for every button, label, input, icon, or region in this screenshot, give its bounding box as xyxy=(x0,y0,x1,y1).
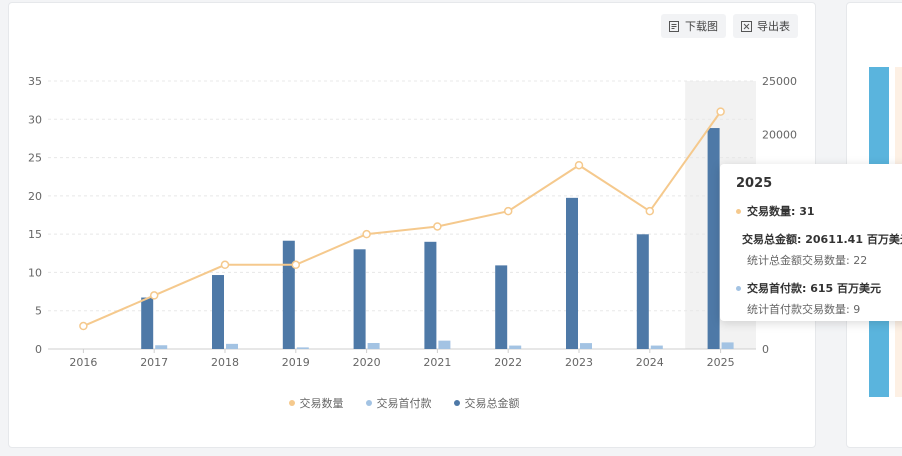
chart-legend: 交易数量 交易首付款 交易总金额 xyxy=(0,395,808,411)
bar-交易首付款-2019 xyxy=(296,347,309,349)
y-left-tick-label: 20 xyxy=(28,190,42,203)
chart-tooltip: 2025 交易数量: 31 交易总金额: 20611.41 百万美元 统计总金额… xyxy=(720,164,902,321)
legend-count-marker xyxy=(288,400,295,406)
export-table-button[interactable]: 导出表 xyxy=(733,14,798,38)
bar-交易总金额-2019 xyxy=(282,240,295,349)
tooltip-total-sub: 统计总金额交易数量: 22 xyxy=(747,254,868,267)
y-right-tick-label: 20000 xyxy=(762,129,797,142)
y-left-tick-label: 30 xyxy=(28,113,42,126)
x-tick-label: 2024 xyxy=(636,356,664,369)
bar-交易首付款-2018 xyxy=(226,343,238,349)
tooltip-down-row: 交易首付款: 615 百万美元 xyxy=(736,280,902,296)
legend-count-label: 交易数量 xyxy=(299,397,344,410)
tooltip-total-row: 交易总金额: 20611.41 百万美元 xyxy=(736,231,902,247)
x-tick-label: 2019 xyxy=(282,356,310,369)
line-point-2016 xyxy=(79,321,88,331)
x-tick-label: 2018 xyxy=(211,356,239,369)
bar-交易总金额-2020 xyxy=(353,249,366,349)
bar-交易首付款-2020 xyxy=(367,342,380,349)
y-right-tick-label: 25000 xyxy=(762,75,797,88)
tooltip-total-text: 交易总金额: 20611.41 百万美元 xyxy=(742,233,902,246)
line-point-2020 xyxy=(362,229,371,239)
tooltip-count-text: 交易数量: 31 xyxy=(747,205,815,218)
line-point-2023 xyxy=(574,160,584,170)
x-tick-label: 2016 xyxy=(69,356,97,369)
tooltip-down-marker xyxy=(736,285,741,291)
tooltip-down-text: 交易首付款: 615 百万美元 xyxy=(747,282,882,295)
y-left-tick-label: 35 xyxy=(28,75,42,88)
tooltip-count-marker xyxy=(736,208,741,214)
export-table-label: 导出表 xyxy=(757,20,790,33)
download-chart-button[interactable]: 下载图 xyxy=(661,14,726,38)
y-left-tick-label: 5 xyxy=(35,305,42,318)
x-tick-label: 2023 xyxy=(565,356,593,369)
y-right-tick-label: 0 xyxy=(762,343,769,356)
line-series-count xyxy=(83,111,722,327)
bar-交易首付款-2021 xyxy=(438,340,451,349)
bar-交易总金额-2018 xyxy=(212,275,224,349)
y-left-tick-label: 0 xyxy=(35,343,42,356)
legend-total-label: 交易总金额 xyxy=(464,397,520,410)
bar-交易总金额-2021 xyxy=(424,241,437,349)
bar-交易首付款-2023 xyxy=(580,343,592,349)
line-point-2021 xyxy=(433,222,442,231)
bar-交易总金额-2025 xyxy=(707,128,720,349)
bar-交易首付款-2024 xyxy=(650,345,663,349)
download-chart-label: 下载图 xyxy=(685,20,718,33)
line-point-2025 xyxy=(716,107,725,116)
x-tick-label: 2020 xyxy=(353,356,381,369)
bar-交易总金额-2024 xyxy=(636,234,649,349)
x-tick-label: 2021 xyxy=(423,356,451,369)
tooltip-count-row: 交易数量: 31 xyxy=(736,203,902,219)
legend-item-total[interactable]: 交易总金额 xyxy=(453,395,520,411)
x-tick-label: 2017 xyxy=(140,356,168,369)
y-left-tick-label: 25 xyxy=(28,152,42,165)
tooltip-down-sub: 统计首付款交易数量: 9 xyxy=(747,303,861,316)
document-icon xyxy=(669,20,679,32)
line-point-2022 xyxy=(503,206,513,216)
y-left-tick-label: 15 xyxy=(28,228,42,241)
bar-交易首付款-2025 xyxy=(721,342,734,349)
line-point-2019 xyxy=(291,260,301,270)
legend-item-down-payment[interactable]: 交易首付款 xyxy=(365,395,432,411)
y-left-tick-label: 10 xyxy=(28,266,42,279)
line-point-2017 xyxy=(149,291,159,300)
bar-交易总金额-2023 xyxy=(566,197,578,349)
line-point-2024 xyxy=(645,206,655,216)
excel-icon xyxy=(741,20,752,32)
bar-交易总金额-2017 xyxy=(141,297,154,349)
tooltip-year: 2025 xyxy=(736,176,773,191)
bar-交易首付款-2017 xyxy=(155,345,168,349)
bar-交易总金额-2022 xyxy=(495,265,508,349)
x-tick-label: 2022 xyxy=(494,356,522,369)
chart-card xyxy=(8,2,816,448)
legend-total-marker xyxy=(453,400,460,406)
legend-down-payment-marker xyxy=(365,400,372,406)
legend-item-count[interactable]: 交易数量 xyxy=(288,395,344,411)
line-point-2018 xyxy=(220,260,230,270)
legend-down-payment-label: 交易首付款 xyxy=(376,397,432,410)
x-tick-label: 2025 xyxy=(707,356,735,369)
bar-交易首付款-2022 xyxy=(509,345,522,349)
